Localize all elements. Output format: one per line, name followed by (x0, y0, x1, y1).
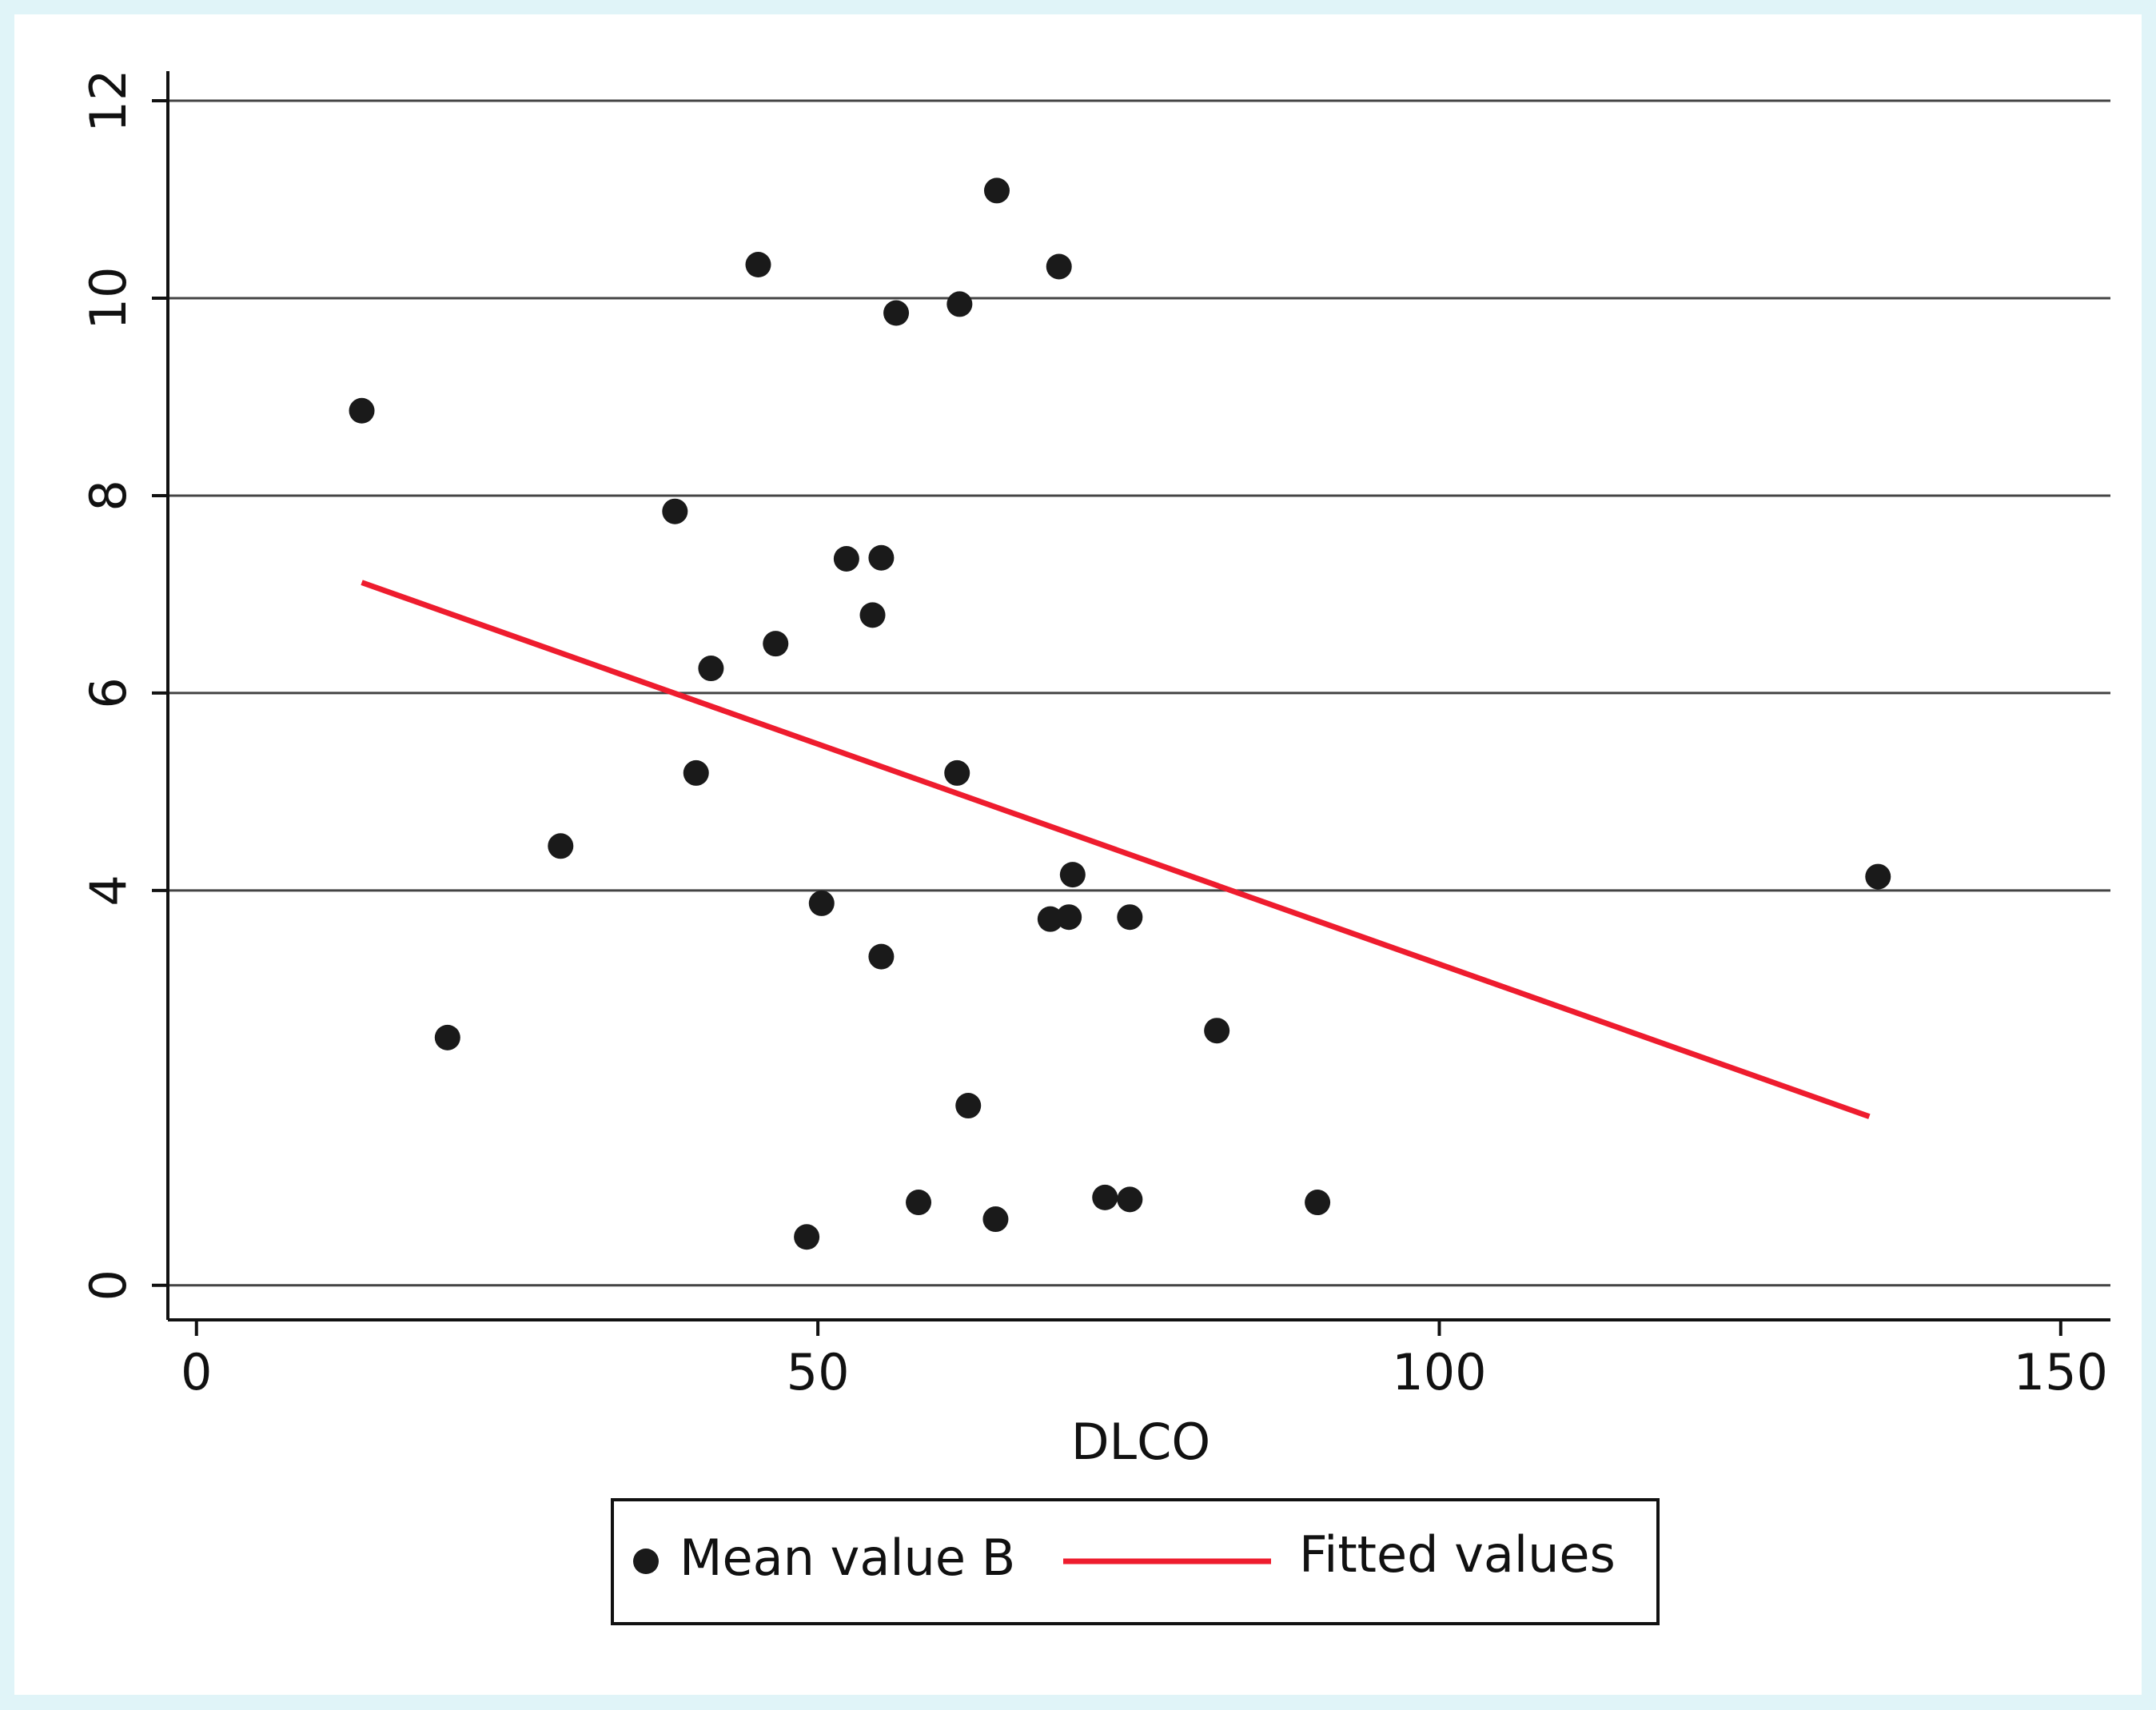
x-axis-title: DLCO (1071, 1413, 1210, 1471)
point (944, 759, 970, 786)
point (1865, 863, 1891, 890)
point (1204, 1018, 1230, 1044)
x-tick-label: 0 (181, 1343, 212, 1401)
point (983, 177, 1010, 204)
point (982, 1206, 1009, 1233)
point (868, 544, 895, 571)
point (1056, 904, 1082, 931)
point (434, 1024, 460, 1050)
point (683, 759, 709, 786)
y-tick-label: 8 (79, 480, 137, 511)
panel (14, 14, 2142, 1695)
fitted-line (361, 580, 1871, 1119)
point (763, 631, 789, 657)
point (1117, 904, 1143, 931)
point (1059, 862, 1086, 888)
legend-label: Mean value B (679, 1529, 1015, 1587)
point (794, 1224, 820, 1250)
y-tick-label: 6 (79, 677, 137, 708)
x-tick-label: 150 (2014, 1343, 2108, 1401)
point (808, 890, 835, 916)
point (868, 943, 895, 970)
point (906, 1190, 932, 1216)
point (946, 291, 973, 317)
point (698, 656, 724, 682)
x-tick-label: 50 (787, 1343, 850, 1401)
y-tick-label: 4 (79, 875, 137, 906)
point (859, 602, 886, 628)
point (1117, 1186, 1143, 1213)
point (745, 252, 771, 278)
x-tick-label: 100 (1392, 1343, 1486, 1401)
point (548, 833, 574, 859)
point (883, 300, 910, 326)
point (833, 545, 859, 572)
point (1037, 906, 1063, 932)
y-tick-label: 0 (79, 1270, 137, 1301)
legend-swatch (633, 1549, 659, 1574)
point (1046, 253, 1072, 280)
point (1305, 1190, 1331, 1216)
point (662, 498, 688, 524)
y-tick-label: 10 (79, 267, 137, 330)
point (349, 397, 375, 424)
point (955, 1093, 982, 1119)
legend-label: Fitted values (1299, 1525, 1616, 1584)
legend-box (611, 1498, 1660, 1625)
y-tick-label: 12 (79, 70, 137, 133)
point (1092, 1184, 1118, 1210)
